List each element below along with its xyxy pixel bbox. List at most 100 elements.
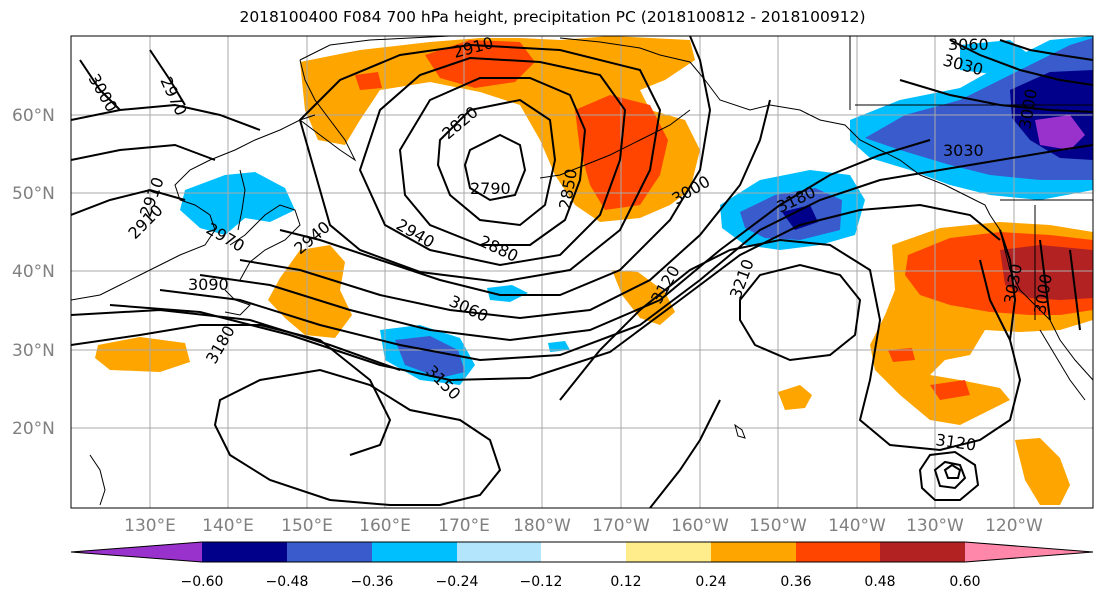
contour-3210 bbox=[649, 399, 721, 508]
coast-hawaii bbox=[734, 423, 746, 439]
contour-label: 3210 bbox=[726, 257, 758, 302]
colorbar-seg-4 bbox=[457, 542, 541, 562]
contour-label: 3060 bbox=[446, 291, 491, 325]
longitude-labels: 130°E 140°E 150°E 160°E 170°E 180°W 170°… bbox=[124, 516, 1043, 536]
shade-darkred-east bbox=[1000, 245, 1093, 300]
lon-label: 170°W bbox=[592, 516, 650, 536]
lon-label: 160°E bbox=[359, 516, 411, 536]
lon-label: 130°E bbox=[124, 516, 176, 536]
cb-tick-label: 0.48 bbox=[864, 574, 895, 590]
colorbar: −0.60 −0.48 −0.36 −0.24 −0.12 0.12 0.24 … bbox=[70, 541, 1094, 590]
contour-2970 bbox=[239, 99, 771, 320]
lon-label: 170°E bbox=[438, 516, 490, 536]
shade-red-bering bbox=[425, 40, 535, 88]
lat-label: 30°N bbox=[12, 341, 55, 361]
contour-label: 3030 bbox=[943, 141, 984, 160]
shade-red-east-b bbox=[888, 348, 915, 362]
lon-label: 120°W bbox=[985, 516, 1043, 536]
contour-low-1 bbox=[918, 450, 980, 501]
contour-labels: 2910 3000 2970 2820 2790 2850 3000 2880 … bbox=[85, 33, 1056, 455]
grid-lines bbox=[71, 36, 1093, 508]
cb-tick-label: −0.12 bbox=[520, 574, 563, 590]
contour-3090 bbox=[71, 308, 401, 371]
contour-label: 3060 bbox=[948, 35, 989, 54]
contour-ne-3 bbox=[899, 79, 1093, 113]
shaded-fields bbox=[95, 36, 1093, 505]
contour-high-left bbox=[71, 103, 261, 131]
colorbar-outline bbox=[70, 541, 1094, 563]
coast-sakhalin bbox=[237, 169, 246, 231]
cb-tick-label: 0.24 bbox=[695, 574, 726, 590]
map-title: 2018100400 F084 700 hPa height, precipit… bbox=[239, 8, 866, 26]
contour-ne-2 bbox=[999, 39, 1093, 61]
colorbar-seg-2 bbox=[287, 542, 372, 562]
contour-3000-nw bbox=[79, 59, 121, 111]
contour-3060 bbox=[109, 203, 1001, 382]
lon-label: 160°W bbox=[671, 516, 729, 536]
cb-tick-label: −0.48 bbox=[266, 574, 309, 590]
lat-label: 40°N bbox=[12, 262, 55, 282]
contour-high-left2 bbox=[71, 143, 216, 161]
coast-alaska-peninsula bbox=[539, 109, 691, 179]
contour-label: 2910 bbox=[124, 201, 166, 243]
cb-tick-label: 0.36 bbox=[780, 574, 811, 590]
shade-lightblue-small bbox=[487, 285, 528, 302]
shade-orange-japan bbox=[268, 245, 352, 338]
contour-2880 bbox=[358, 56, 627, 267]
lon-label: 150°E bbox=[281, 516, 333, 536]
colorbar-seg-5 bbox=[541, 542, 626, 562]
lat-label: 50°N bbox=[12, 184, 55, 204]
contour-label: 3000 bbox=[85, 71, 122, 116]
shade-red-east-c bbox=[930, 380, 970, 400]
colorbar-seg-6 bbox=[626, 542, 711, 562]
contour-2970-nw bbox=[149, 49, 186, 106]
cb-tick-label: −0.36 bbox=[351, 574, 394, 590]
contour-label: 3090 bbox=[188, 275, 229, 294]
shade-purple-gulf bbox=[1035, 115, 1085, 150]
shade-orange-japan-b bbox=[95, 337, 190, 372]
coast-siberia-north bbox=[299, 36, 451, 61]
coast-kamchatka bbox=[299, 59, 357, 162]
lon-label: 140°W bbox=[828, 516, 886, 536]
contour-2820 bbox=[436, 98, 557, 227]
contour-ne-1 bbox=[949, 39, 1093, 86]
coast-alaska bbox=[559, 37, 991, 216]
contour-2940 bbox=[279, 36, 712, 296]
lon-label: 140°E bbox=[202, 516, 254, 536]
colorbar-seg-7 bbox=[711, 542, 796, 562]
contour-label: 2940 bbox=[393, 215, 438, 252]
contour-low-2 bbox=[933, 460, 967, 490]
colorbar-seg-0 bbox=[71, 542, 202, 562]
lon-label: 150°W bbox=[749, 516, 807, 536]
contour-label: 3120 bbox=[934, 430, 977, 454]
colorbar-seg-10 bbox=[965, 542, 1093, 562]
contour-east-2 bbox=[1039, 239, 1051, 321]
contour-3000 bbox=[199, 139, 931, 342]
shade-orange-hawaii bbox=[778, 385, 812, 410]
cb-tick-label: −0.24 bbox=[436, 574, 479, 590]
lon-label: 180°W bbox=[513, 516, 571, 536]
contour-3150 bbox=[213, 368, 502, 506]
shade-orange-mexico bbox=[1015, 438, 1070, 505]
contour-east-3 bbox=[1069, 249, 1081, 331]
contour-label: 3180 bbox=[202, 322, 239, 367]
contour-label: 2790 bbox=[470, 179, 511, 198]
contour-east-1 bbox=[999, 229, 1017, 341]
height-contours bbox=[71, 36, 1093, 508]
colorbar-seg-9 bbox=[880, 542, 965, 562]
contour-3120-east bbox=[559, 238, 1022, 452]
latitude-labels: 60°N 50°N 40°N 30°N 20°N bbox=[12, 106, 55, 439]
cb-tick-label: −0.60 bbox=[181, 574, 224, 590]
shade-red-small bbox=[355, 72, 382, 90]
shade-lightblue-small-b bbox=[548, 341, 570, 352]
cb-tick-label: 0.60 bbox=[949, 574, 980, 590]
map-frame bbox=[70, 35, 1094, 509]
colorbar-seg-1 bbox=[202, 542, 287, 562]
contour-label: 2970 bbox=[156, 74, 190, 119]
shade-lightblue-okhotsk bbox=[180, 172, 295, 235]
contour-high-left3 bbox=[71, 188, 186, 216]
lat-label: 60°N bbox=[12, 106, 55, 126]
coast-japan bbox=[229, 204, 301, 281]
coast-philippines bbox=[89, 454, 106, 506]
